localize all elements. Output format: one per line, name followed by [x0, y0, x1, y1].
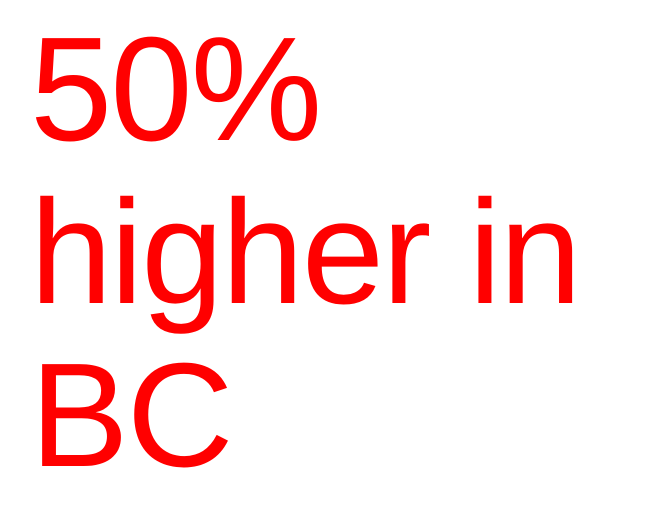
headline-line-3: BC [30, 333, 234, 498]
headline-text: 50% higher in BC [30, 7, 582, 498]
headline-line-1: 50% [30, 7, 322, 172]
headline-line-2: higher in [30, 170, 582, 335]
